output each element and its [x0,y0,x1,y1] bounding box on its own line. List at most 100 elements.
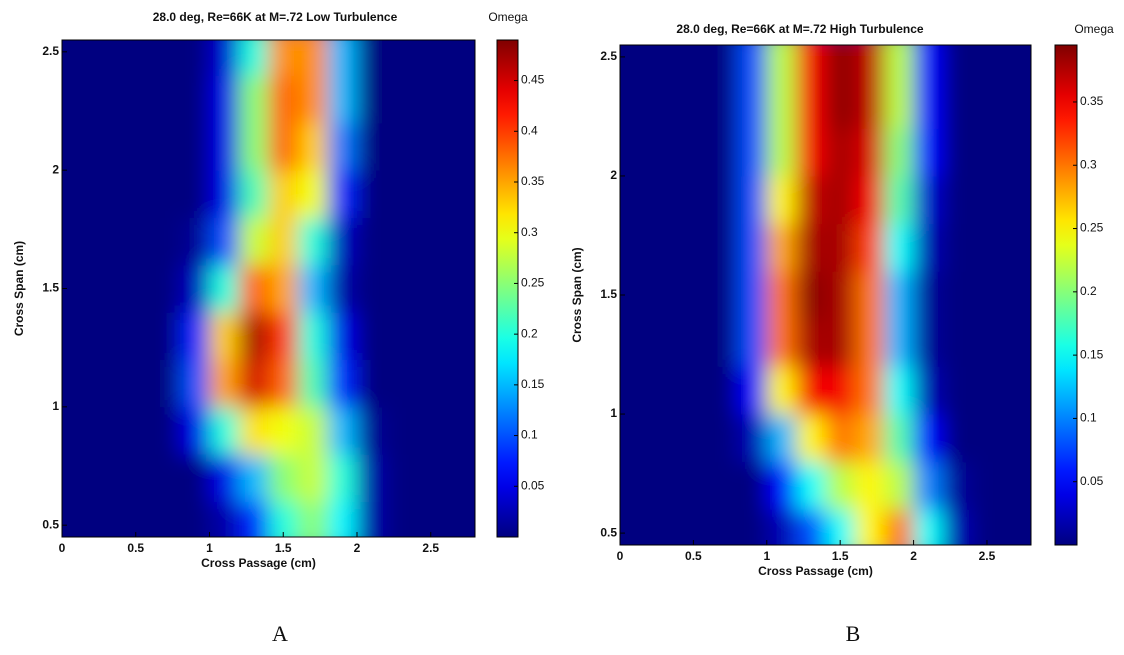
colorbar-tick-label: 0.3 [521,225,538,239]
field-cell [972,128,1003,177]
field-cell [180,501,210,537]
field-cell [620,366,650,415]
field-cell [708,366,738,415]
field-cell [416,122,446,171]
field-cell [796,318,826,367]
y-tick-label: 0.5 [42,517,59,531]
field-cell [121,122,151,171]
field-cell [121,75,151,124]
field-cell [386,75,417,124]
field-cell [121,40,151,77]
field-cell [327,122,358,171]
field-cell [386,501,417,537]
x-tick-label: 0 [59,541,66,555]
field-cell [239,264,269,313]
field-cell [327,312,358,360]
field-cell [121,170,151,218]
colorbar-tick-label: 0.25 [521,276,545,290]
field-cell [386,359,417,408]
field-cell [972,366,1003,415]
field-cell [268,264,299,313]
field-cell [972,80,1003,129]
field-cell [825,318,856,367]
field-cell [620,175,650,225]
field-cell [180,359,210,408]
colorbar-tick-label: 0.35 [1080,94,1104,108]
field-cell [327,170,358,218]
colorbar-tick-label: 0.1 [1080,411,1097,425]
x-axis-label: Cross Passage (cm) [201,556,316,570]
field-cell [327,359,358,408]
field-cell [942,80,973,129]
field-cell [913,366,944,415]
field-cell [150,217,181,266]
field-cell [649,80,680,129]
field-cell [150,406,181,455]
field-cell [445,312,475,360]
field-cell [708,223,738,272]
field-cell [620,223,650,272]
field-cell [854,461,885,510]
field-cell [942,318,973,367]
field-cell [239,122,269,171]
field-cell [62,501,92,537]
field-cell [298,170,328,218]
field-cell [825,366,856,415]
field-cell [1001,128,1031,177]
field-cell [121,312,151,360]
field-cell [1001,80,1031,129]
x-tick-label: 1 [763,549,770,563]
field-cell [884,318,915,367]
field-cell [386,312,417,360]
field-cell [825,45,856,82]
field-cell [239,312,269,360]
field-cell [150,40,181,77]
field-cell [180,454,210,502]
field-cell [445,359,475,408]
field-cell [766,509,797,545]
field-cell [913,271,944,320]
field-cell [708,271,738,320]
field-cell [972,318,1003,367]
field-cell [766,223,797,272]
field-cell [913,318,944,367]
field-cell [121,359,151,408]
field-cell [678,175,709,225]
field-cell [854,175,885,225]
field-cell [239,75,269,124]
contour-plot: 0 0.5 1 1.5 2 2.50.511.522.528.0 deg, Re=66K … [12,10,545,646]
field-cell [1001,509,1031,545]
field-cell [416,40,446,77]
field-cell [62,406,92,455]
colorbar-tick-label: 0.25 [1080,221,1104,235]
field-cell [62,359,92,408]
field-cell [796,461,826,510]
colorbar-tick-label: 0.2 [1080,284,1097,298]
field-cell [649,414,680,463]
field-cell [913,45,944,82]
field-cell [620,414,650,463]
field-cell [825,223,856,272]
field-cell [708,318,738,367]
field-cell [825,80,856,129]
y-tick-label: 1 [52,399,59,413]
field-cell [357,264,387,313]
colorbar-tick-label: 0.1 [521,428,538,442]
field-cell [825,461,856,510]
field-cell [180,264,210,313]
field-cell [268,122,299,171]
field-cell [1001,366,1031,415]
field-cell [972,509,1003,545]
field-cell [796,509,826,545]
field-cell [268,312,299,360]
y-axis-label: Cross Span (cm) [570,247,584,342]
field-cell [649,128,680,177]
field-cell [121,501,151,537]
field-cell [796,80,826,129]
field-cell [766,461,797,510]
field-cell [298,454,328,502]
field-cell [884,80,915,129]
field-cell [91,501,122,537]
field-cell [620,318,650,367]
field-cell [150,122,181,171]
